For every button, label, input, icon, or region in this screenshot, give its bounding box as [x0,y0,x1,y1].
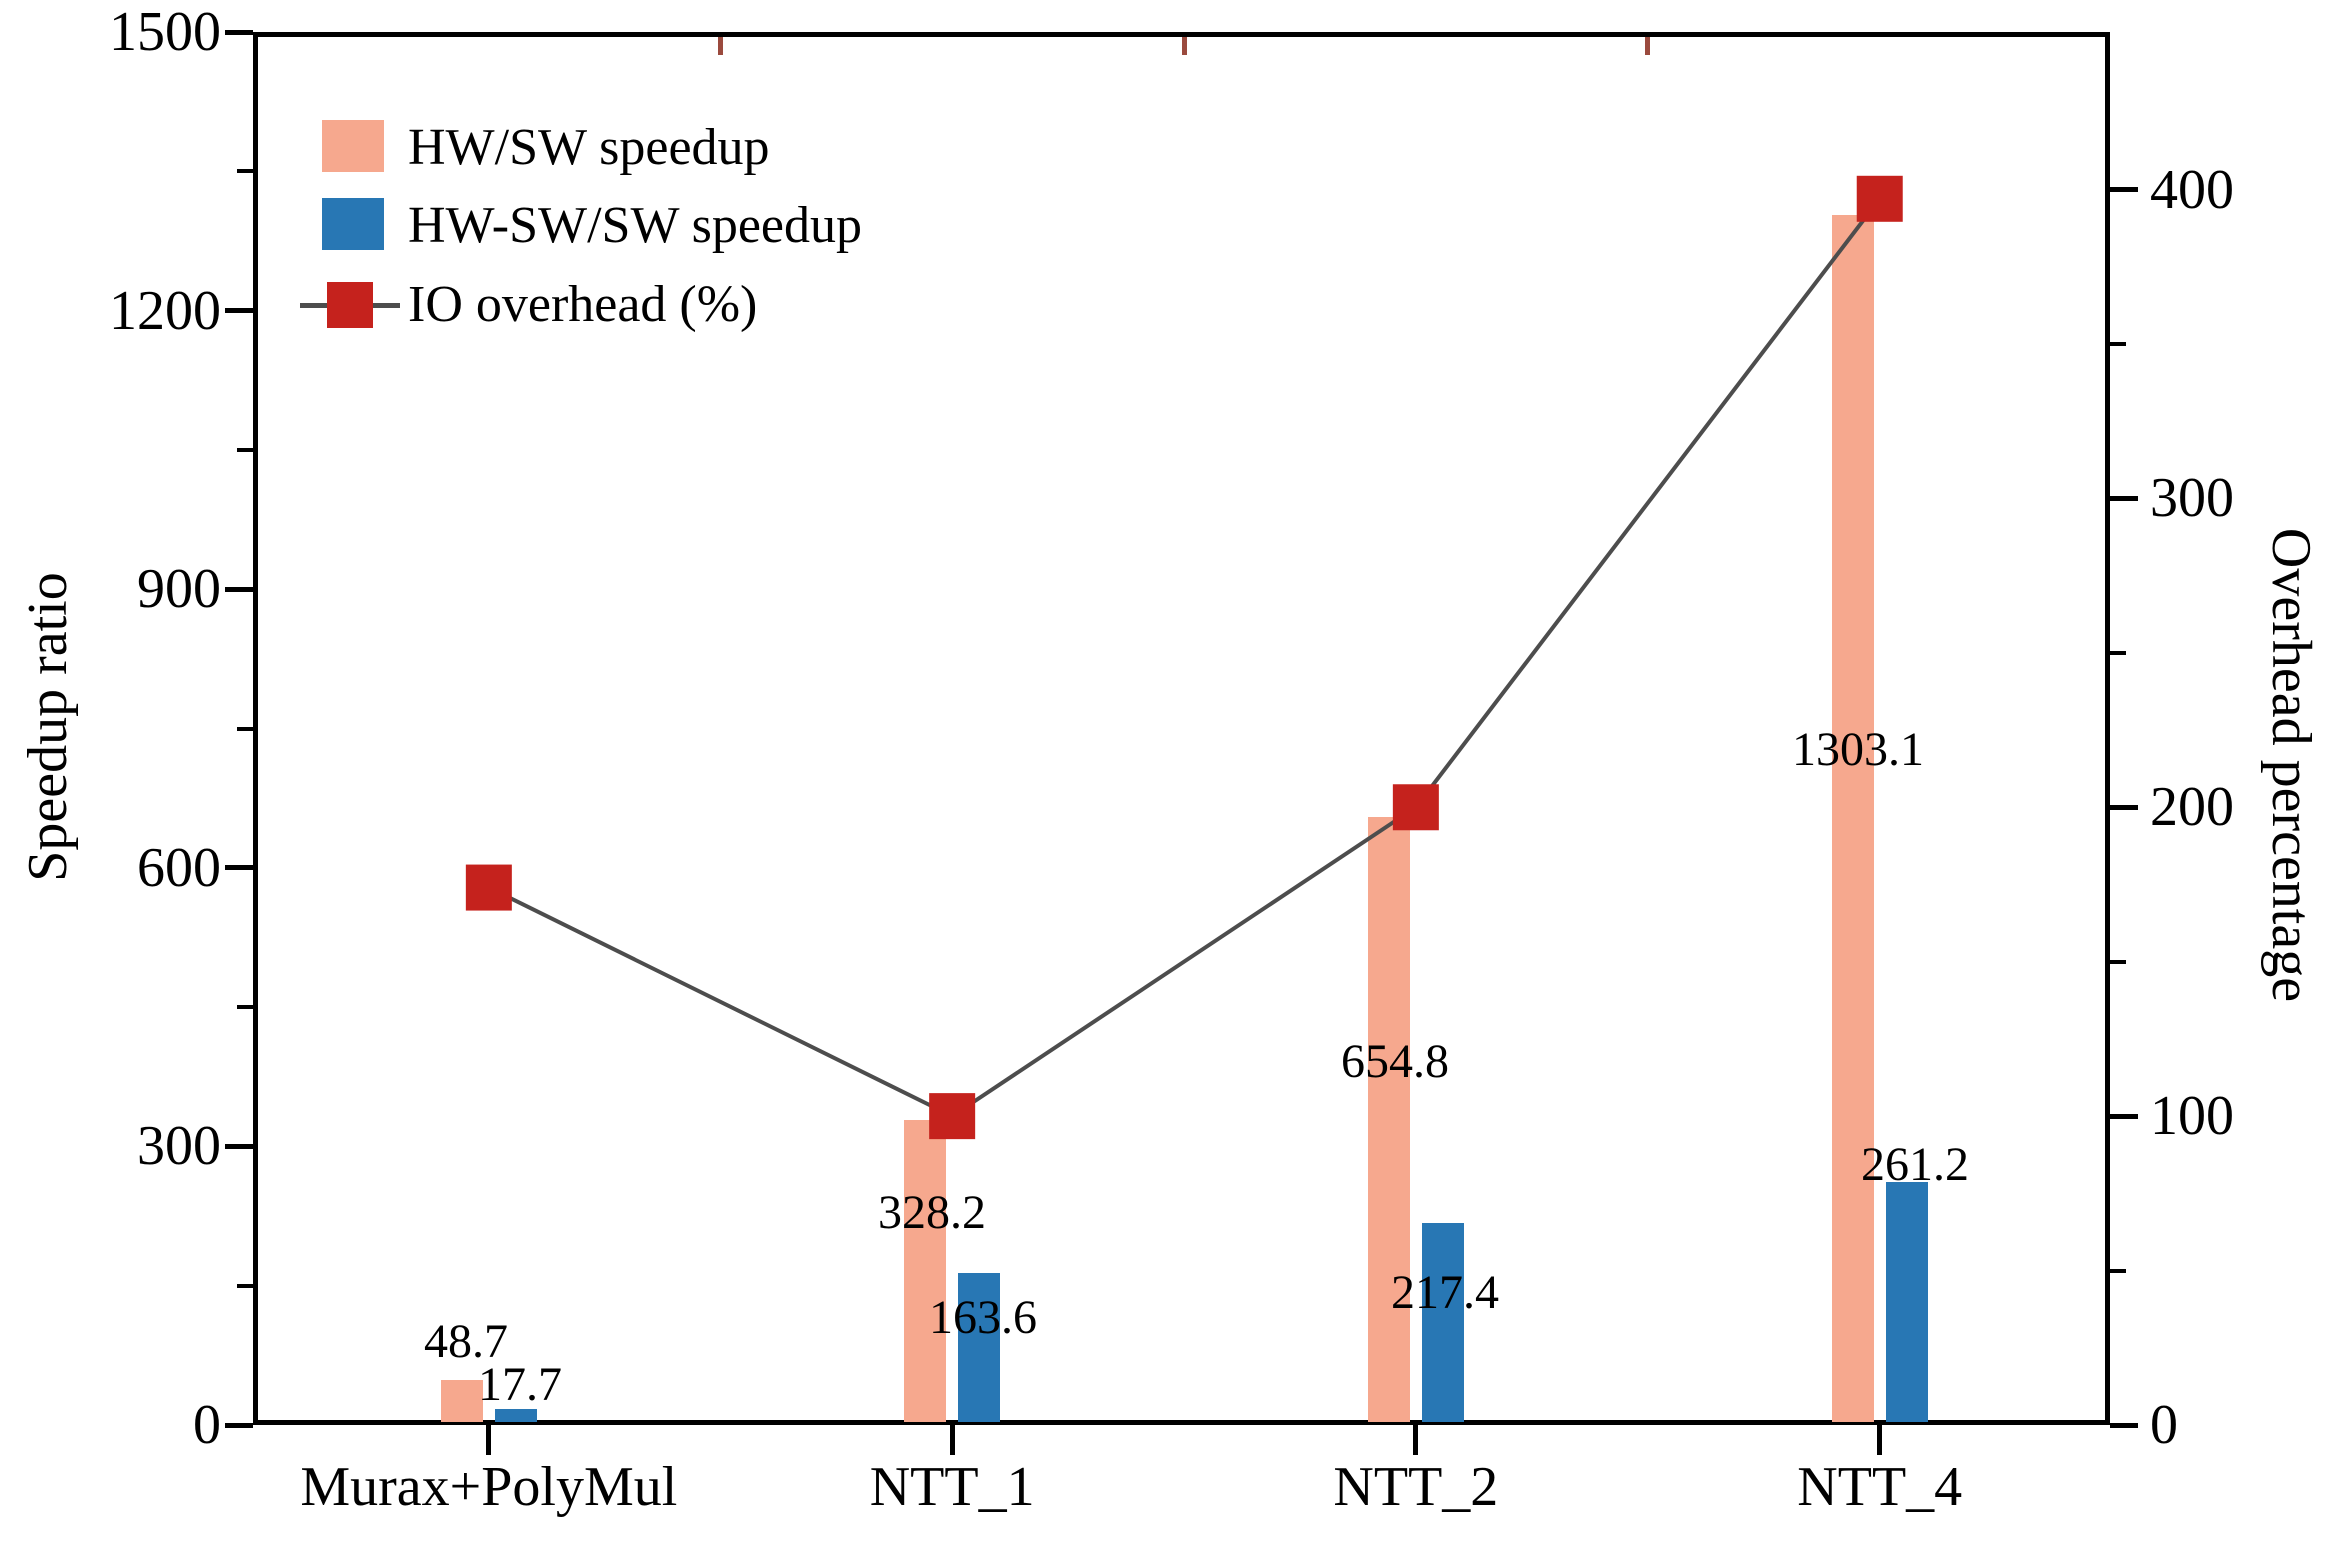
left-axis-minor-tick [237,1005,253,1010]
left-axis-major-tick [225,29,253,35]
right-axis-major-tick [2110,495,2138,501]
right-axis-minor-tick [2110,959,2126,964]
right-axis-major-tick [2110,187,2138,193]
right-axis-minor-tick [2110,650,2126,655]
left-axis-tick-label: 900 [137,558,221,621]
left-axis-major-tick [225,308,253,314]
right-axis-tick-label: 400 [2150,158,2234,221]
left-axis-major-tick [225,586,253,592]
hw-sw-sw-value-label: 163.6 [929,1291,1037,1344]
io-overhead-marker [1392,784,1439,831]
left-axis-minor-tick [237,447,253,452]
hw-sw-sw-value-label: 261.2 [1861,1138,1969,1191]
right-axis-minor-tick [2110,341,2126,346]
x-axis-tick [486,1425,492,1455]
hw-sw-sw-speedup-bar [1885,1182,1928,1422]
left-axis-minor-tick [237,169,253,174]
top-axis-boundary-tick [1181,37,1187,55]
x-axis-tick [1877,1425,1883,1455]
left-axis-tick-label: 600 [137,836,221,899]
plot-area [253,32,2110,1425]
hw-sw-value-label: 1303.1 [1792,723,1924,776]
left-axis-major-tick [225,1143,253,1149]
right-axis-tick-label: 300 [2150,467,2234,530]
left-axis-major-tick [225,1422,253,1428]
right-axis-minor-tick [2110,1268,2126,1273]
right-axis-tick-label: 100 [2150,1085,2234,1148]
hw-sw-speedup-bar [1831,214,1874,1422]
hw-sw-speedup-bar [1367,816,1410,1422]
hw-sw-sw-speedup-bar [1421,1223,1464,1422]
right-axis-major-tick [2110,1113,2138,1119]
io-overhead-marker [465,864,512,911]
left-axis-tick-label: 1200 [109,279,221,342]
right-axis-tick-label: 0 [2150,1394,2178,1456]
left-axis-major-tick [225,865,253,871]
hw-sw-sw-value-label: 217.4 [1391,1266,1499,1319]
io-overhead-marker [929,1093,976,1140]
x-axis-category-label: NTT_1 [869,1456,1035,1518]
hw-sw-value-label: 328.2 [878,1186,986,1239]
left-axis-tick-label: 300 [137,1115,221,1178]
left-axis-tick-label: 0 [193,1394,221,1456]
hw-sw-sw-value-label: 17.7 [478,1358,562,1411]
top-axis-boundary-tick [1645,37,1651,55]
x-axis-category-label: Murax+PolyMul [300,1456,678,1518]
x-axis-category-label: NTT_2 [1333,1456,1499,1518]
x-axis-tick [1413,1425,1419,1455]
left-axis-minor-tick [237,1283,253,1288]
right-axis-major-tick [2110,804,2138,810]
hw-sw-value-label: 48.7 [424,1315,508,1368]
hw-sw-sw-speedup-bar [958,1273,1001,1422]
io-overhead-line [487,197,1882,1119]
left-axis-minor-tick [237,726,253,731]
left-axis-tick-label: 1500 [109,1,221,63]
x-axis-category-label: NTT_4 [1797,1456,1963,1518]
right-axis-major-tick [2110,1422,2138,1428]
top-axis-boundary-tick [717,37,723,55]
hw-sw-value-label: 654.8 [1341,1035,1449,1088]
x-axis-tick [949,1425,955,1455]
hw-sw-speedup-bar [440,1379,483,1422]
io-overhead-marker [1856,175,1903,222]
hw-sw-speedup-bar [904,1120,947,1422]
right-axis-tick-label: 200 [2150,776,2234,839]
hw-sw-sw-speedup-bar [494,1408,537,1422]
